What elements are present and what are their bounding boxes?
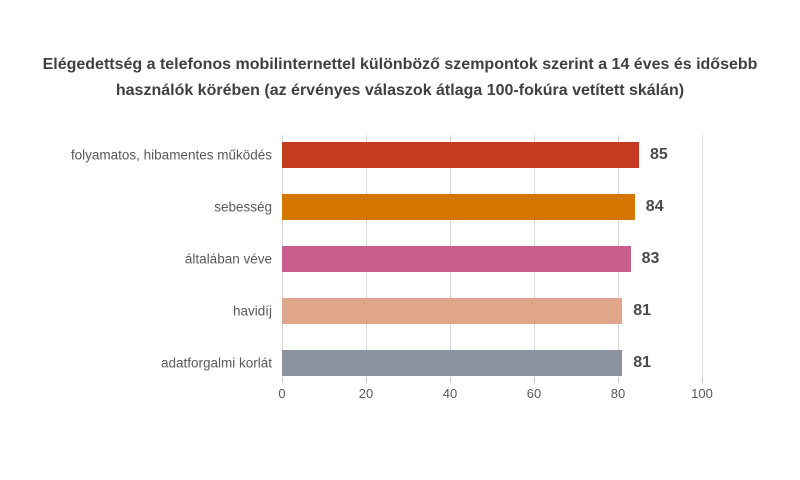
tick-label-100: 100: [691, 386, 713, 401]
tick-label-80: 80: [610, 386, 626, 401]
category-label-2: általában véve: [184, 251, 272, 267]
bar-4: [282, 350, 623, 376]
bar-1: [282, 194, 635, 220]
value-label-4: 81: [633, 354, 651, 371]
plot-area: 85 84 83 81 81: [282, 135, 703, 377]
value-label-0: 85: [650, 146, 668, 163]
tick-mark-100: [702, 377, 703, 383]
bar-2: [282, 246, 631, 272]
tick-mark-60: [534, 377, 535, 383]
category-label-1: sebesség: [214, 199, 272, 215]
value-label-2: 83: [641, 250, 660, 267]
value-axis: 0 20 40 60 80 100: [278, 377, 713, 407]
tick-label-60: 60: [526, 386, 542, 401]
tick-mark-40: [450, 377, 451, 383]
category-axis: folyamatos, hibamentes működés sebesség ál…: [0, 135, 272, 377]
tick-label-20: 20: [358, 386, 374, 401]
tick-label-40: 40: [442, 386, 458, 401]
tick-mark-80: [618, 377, 619, 383]
tick-mark-0: [282, 377, 283, 383]
category-label-4: adatforgalmi korlát: [160, 355, 272, 371]
bar-3: [282, 298, 623, 324]
category-label-0: folyamatos, hibamentes működés: [70, 147, 272, 163]
chart-title: Elégedettség a telefonos mobilinternette…: [42, 56, 758, 99]
gridline-x-100: [702, 135, 703, 377]
value-label-3: 81: [633, 302, 651, 319]
tick-label-0: 0: [278, 386, 286, 401]
value-label-1: 84: [645, 198, 664, 215]
category-label-3: havidíj: [232, 303, 272, 319]
tick-mark-20: [366, 377, 367, 383]
bar-0: [282, 142, 639, 168]
